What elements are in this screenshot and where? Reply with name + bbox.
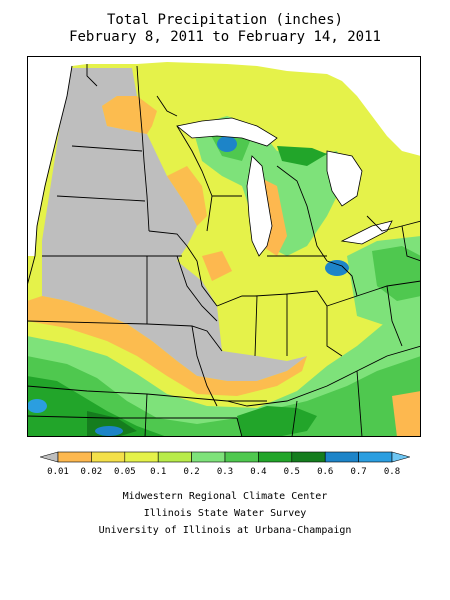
credit-uiuc: University of Illinois at Urbana-Champai… — [98, 525, 352, 536]
precip-zone-001 — [27, 296, 307, 396]
legend-swatch — [224, 451, 259, 463]
lake-erie — [340, 220, 393, 245]
legend-swatch — [57, 451, 92, 463]
legend-tick-label: 0.7 — [350, 467, 366, 477]
map-title: Total Precipitation (inches) — [106, 12, 343, 28]
lake-huron — [326, 150, 363, 207]
precipitation-map — [27, 56, 421, 437]
map-frame — [27, 56, 421, 437]
credit-isws: Illinois State Water Survey — [143, 508, 307, 519]
legend-tick-label: 0.8 — [384, 467, 400, 477]
legend-swatch — [124, 451, 159, 463]
map-date-range: February 8, 2011 to February 14, 2011 — [69, 29, 381, 45]
precip-zone-06 — [95, 426, 123, 436]
legend-swatch — [324, 451, 359, 463]
legend-tick-label: 0.2 — [183, 467, 199, 477]
legend-swatch — [258, 451, 293, 463]
map-mask — [27, 56, 421, 256]
credit-mrcc: Midwestern Regional Climate Center — [122, 491, 328, 502]
legend-tick-label: 0.1 — [150, 467, 166, 477]
lake-michigan — [246, 155, 273, 257]
precipitation-legend: 0.01 0.02 0.05 0.1 0.2 0.3 0.4 0.5 0.6 0.7 0.8 — [40, 451, 410, 477]
legend-swatch — [191, 451, 226, 463]
precip-zone-none-west — [42, 68, 307, 381]
legend-arrow-low — [40, 451, 59, 463]
legend-tick-label: 0.3 — [217, 467, 233, 477]
legend-tick-label: 0.6 — [317, 467, 333, 477]
legend-swatch — [157, 451, 192, 463]
legend-swatch — [358, 451, 393, 463]
lake-superior — [176, 117, 278, 147]
legend-tick-label: 0.5 — [284, 467, 300, 477]
legend-tick-label: 0.01 — [47, 467, 69, 477]
legend-tick-label: 0.02 — [81, 467, 103, 477]
legend-swatch — [91, 451, 126, 463]
legend-tick-label: 0.05 — [114, 467, 136, 477]
legend-swatch — [291, 451, 326, 463]
legend-tick-label: 0.4 — [250, 467, 266, 477]
precip-zone-06-lake — [217, 136, 237, 152]
state-boundaries — [27, 64, 421, 437]
legend-arrow-high — [391, 451, 410, 463]
